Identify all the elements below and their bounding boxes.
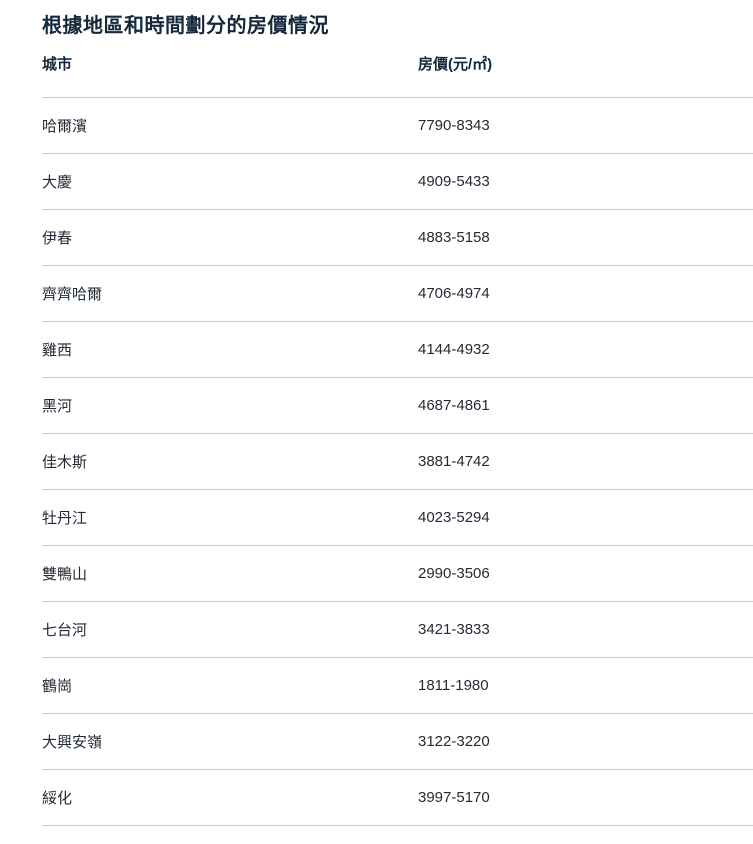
table-row: 大興安嶺 3122-3220 <box>42 714 753 770</box>
column-header-price: 房價(元/㎡) <box>418 56 493 73</box>
city-cell: 黑河 <box>42 398 73 415</box>
table-row: 伊春 4883-5158 <box>42 210 753 266</box>
price-cell: 3881-4742 <box>418 453 490 470</box>
city-cell: 伊春 <box>42 230 73 247</box>
price-cell: 3122-3220 <box>418 733 490 750</box>
city-cell: 牡丹江 <box>42 510 88 527</box>
price-cell: 4687-4861 <box>418 397 490 414</box>
city-cell: 哈爾濱 <box>42 118 88 135</box>
table-body: 哈爾濱 7790-8343 大慶 4909-5433 伊春 4883-5158 … <box>42 98 753 826</box>
city-cell: 雙鴨山 <box>42 566 88 583</box>
table-row: 雙鴨山 2990-3506 <box>42 546 753 602</box>
table-row: 黑河 4687-4861 <box>42 378 753 434</box>
city-cell: 綏化 <box>42 790 73 807</box>
city-cell: 大慶 <box>42 174 73 191</box>
price-cell: 4023-5294 <box>418 509 490 526</box>
price-cell: 1811-1980 <box>418 677 489 694</box>
price-cell: 3997-5170 <box>418 789 490 806</box>
city-cell: 鶴崗 <box>42 678 73 695</box>
price-cell: 7790-8343 <box>418 117 490 134</box>
price-cell: 4706-4974 <box>418 285 490 302</box>
table-row: 齊齊哈爾 4706-4974 <box>42 266 753 322</box>
table-row: 綏化 3997-5170 <box>42 770 753 826</box>
table-row: 大慶 4909-5433 <box>42 154 753 210</box>
price-cell: 4144-4932 <box>418 341 490 358</box>
table-row: 七台河 3421-3833 <box>42 602 753 658</box>
city-cell: 七台河 <box>42 622 88 639</box>
column-header-city: 城市 <box>42 56 73 73</box>
price-table: 城市 房價(元/㎡) 哈爾濱 7790-8343 大慶 4909-5433 伊春… <box>42 40 753 826</box>
price-cell: 3421-3833 <box>418 621 490 638</box>
price-cell: 4883-5158 <box>418 229 490 246</box>
table-row: 雞西 4144-4932 <box>42 322 753 378</box>
table-row: 佳木斯 3881-4742 <box>42 434 753 490</box>
table-row: 哈爾濱 7790-8343 <box>42 98 753 154</box>
table-row: 鶴崗 1811-1980 <box>42 658 753 714</box>
page-title: 根據地區和時間劃分的房價情況 <box>42 15 329 37</box>
price-cell: 4909-5433 <box>418 173 490 190</box>
table-header-row: 城市 房價(元/㎡) <box>42 40 753 98</box>
city-cell: 佳木斯 <box>42 454 88 471</box>
city-cell: 齊齊哈爾 <box>42 286 103 303</box>
price-cell: 2990-3506 <box>418 565 490 582</box>
city-cell: 雞西 <box>42 342 73 359</box>
city-cell: 大興安嶺 <box>42 734 103 751</box>
table-row: 牡丹江 4023-5294 <box>42 490 753 546</box>
